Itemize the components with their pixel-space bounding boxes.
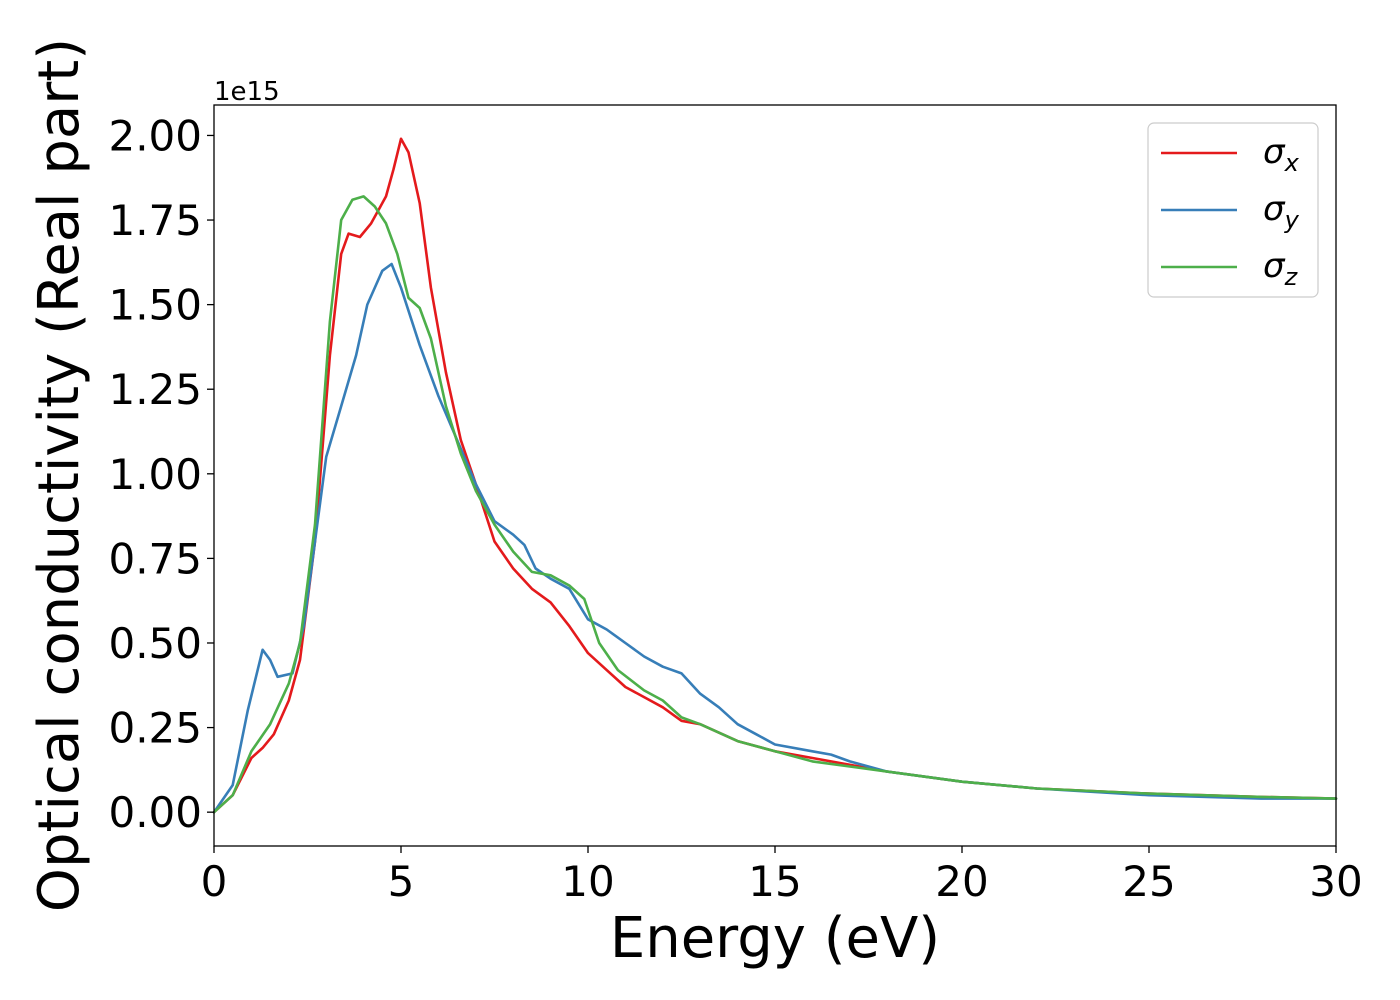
x-tick-label: 30	[1309, 857, 1362, 906]
legend-label-y: σy	[1263, 189, 1300, 234]
legend-label-x: σx	[1263, 132, 1300, 177]
series-line-y	[212, 262, 1338, 814]
x-tick-label: 25	[1122, 857, 1175, 906]
legend-label-z: σz	[1263, 246, 1299, 291]
y-offset-label: 1e15	[214, 77, 280, 107]
series-line-z	[212, 195, 1338, 814]
x-tick-label: 20	[935, 857, 988, 906]
y-tick-label: 1.00	[108, 450, 202, 499]
y-tick-label: 1.25	[108, 365, 202, 414]
y-tick-label: 1.50	[108, 281, 202, 330]
x-tick-label: 15	[748, 857, 801, 906]
x-tick-label: 5	[388, 857, 415, 906]
y-tick-label: 0.25	[108, 704, 202, 753]
y-tick-label: 0.50	[108, 619, 202, 668]
y-tick-label: 1.75	[108, 196, 202, 245]
y-tick-label: 0.00	[108, 788, 202, 837]
x-tick-label: 0	[201, 857, 228, 906]
y-axis-title: Optical conductivity (Real part)	[27, 38, 92, 912]
x-axis-title: Energy (eV)	[610, 906, 940, 971]
legend-entries: σx σy σz	[1161, 132, 1300, 291]
y-tick-label: 0.75	[108, 534, 202, 583]
y-axis: 0.00 0.25 0.50 0.75 1.00 1.25 1.50 1.75 2.00	[108, 111, 214, 837]
legend: σx σy σz	[1147, 122, 1319, 298]
x-axis: 0 5 10 15 20 25 30	[201, 846, 1363, 906]
series-layer	[212, 137, 1338, 814]
series-line-x	[212, 137, 1338, 814]
y-tick-label: 2.00	[108, 111, 202, 160]
x-tick-label: 10	[561, 857, 614, 906]
